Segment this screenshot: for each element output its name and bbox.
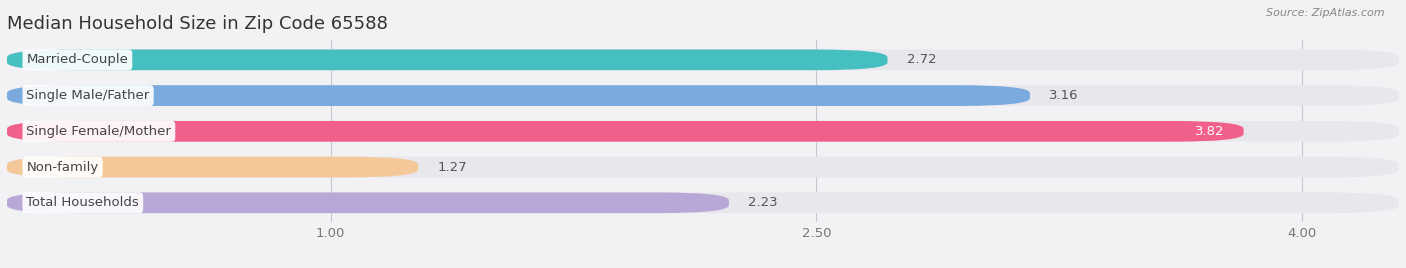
Text: Non-family: Non-family	[27, 161, 98, 174]
FancyBboxPatch shape	[7, 121, 1243, 142]
Text: 2.23: 2.23	[748, 196, 778, 209]
Text: Married-Couple: Married-Couple	[27, 53, 128, 66]
Text: Source: ZipAtlas.com: Source: ZipAtlas.com	[1267, 8, 1385, 18]
Text: Total Households: Total Households	[27, 196, 139, 209]
FancyBboxPatch shape	[7, 121, 1399, 142]
FancyBboxPatch shape	[7, 50, 887, 70]
Text: 3.82: 3.82	[1195, 125, 1225, 138]
FancyBboxPatch shape	[7, 85, 1031, 106]
Text: 2.72: 2.72	[907, 53, 936, 66]
Text: Median Household Size in Zip Code 65588: Median Household Size in Zip Code 65588	[7, 15, 388, 33]
FancyBboxPatch shape	[7, 192, 1399, 213]
Text: Single Male/Father: Single Male/Father	[27, 89, 149, 102]
FancyBboxPatch shape	[7, 85, 1399, 106]
Text: Single Female/Mother: Single Female/Mother	[27, 125, 172, 138]
FancyBboxPatch shape	[7, 157, 418, 177]
FancyBboxPatch shape	[7, 50, 1399, 70]
Text: 3.16: 3.16	[1049, 89, 1078, 102]
FancyBboxPatch shape	[7, 192, 728, 213]
FancyBboxPatch shape	[7, 157, 1399, 177]
Text: 1.27: 1.27	[437, 161, 467, 174]
